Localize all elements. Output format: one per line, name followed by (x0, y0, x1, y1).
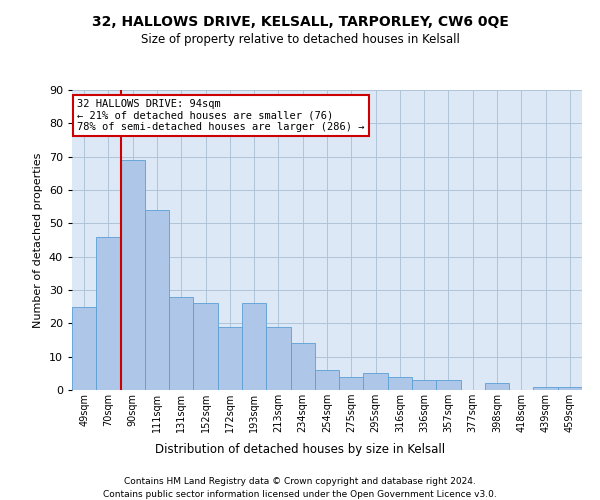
Bar (436, 380, 461, 390)
Bar (266, 326, 290, 390)
Bar (412, 380, 436, 390)
Text: Distribution of detached houses by size in Kelsall: Distribution of detached houses by size … (155, 442, 445, 456)
Text: Size of property relative to detached houses in Kelsall: Size of property relative to detached ho… (140, 32, 460, 46)
Bar (558, 386, 582, 390)
Bar (193, 304, 218, 390)
Text: 32, HALLOWS DRIVE, KELSALL, TARPORLEY, CW6 0QE: 32, HALLOWS DRIVE, KELSALL, TARPORLEY, C… (92, 15, 508, 29)
Bar (315, 370, 339, 390)
Bar (145, 210, 169, 390)
Bar (169, 296, 193, 390)
Bar (485, 384, 509, 390)
Text: Contains HM Land Registry data © Crown copyright and database right 2024.: Contains HM Land Registry data © Crown c… (124, 478, 476, 486)
Bar (388, 376, 412, 390)
Y-axis label: Number of detached properties: Number of detached properties (33, 152, 43, 328)
Text: 32 HALLOWS DRIVE: 94sqm
← 21% of detached houses are smaller (76)
78% of semi-de: 32 HALLOWS DRIVE: 94sqm ← 21% of detache… (77, 99, 365, 132)
Bar (364, 374, 388, 390)
Bar (242, 304, 266, 390)
Bar (339, 376, 364, 390)
Text: Contains public sector information licensed under the Open Government Licence v3: Contains public sector information licen… (103, 490, 497, 499)
Bar (121, 160, 145, 390)
Bar (290, 344, 315, 390)
Bar (72, 306, 96, 390)
Bar (533, 386, 558, 390)
Bar (96, 236, 121, 390)
Bar (218, 326, 242, 390)
